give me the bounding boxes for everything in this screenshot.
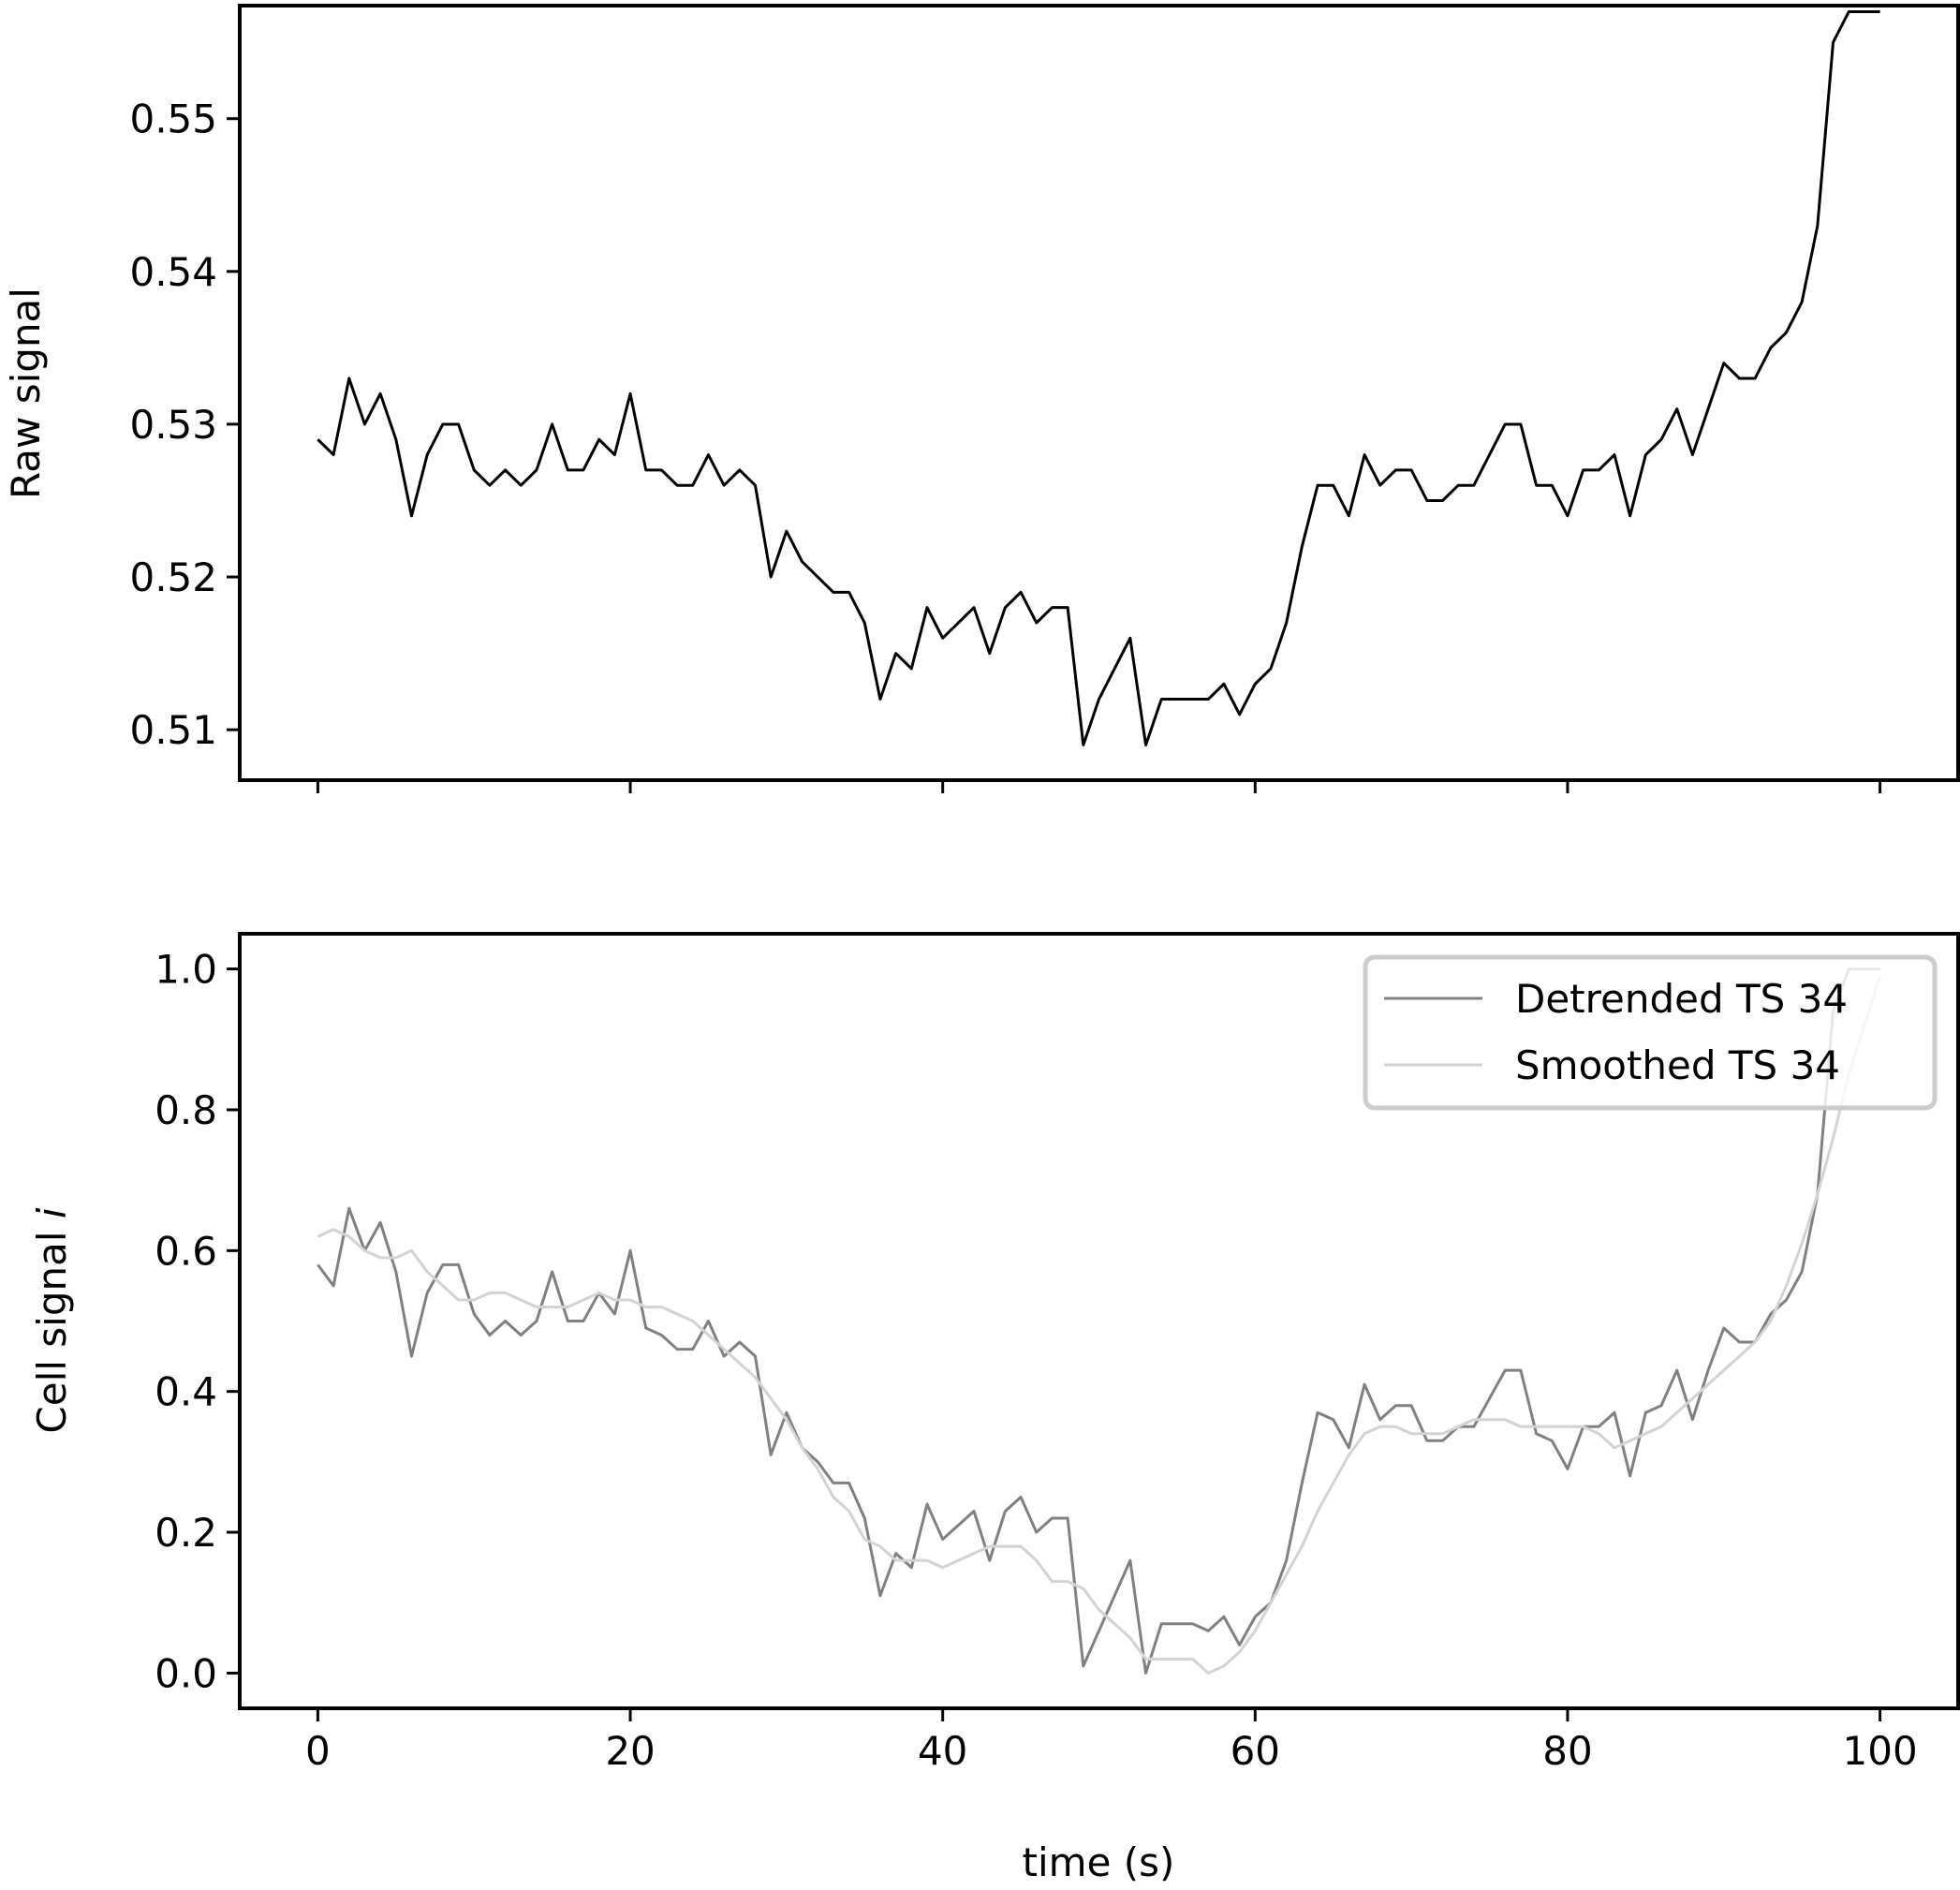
legend-label-detrended: Detrended TS 34 xyxy=(1515,976,1848,1022)
cell-signal-ytick-label: 0.4 xyxy=(155,1369,217,1415)
cell-signal-xtick-label: 0 xyxy=(305,1728,331,1774)
cell-signal-xlabel: time (s) xyxy=(1023,1839,1175,1885)
cell-signal-ytick-label: 0.2 xyxy=(155,1510,217,1556)
cell-signal-ytick-label: 0.8 xyxy=(155,1087,217,1133)
cell-signal-ytick-label: 1.0 xyxy=(155,947,217,993)
cell-signal-xtick-label: 100 xyxy=(1843,1728,1918,1774)
cell-signal-plot-area xyxy=(317,967,1882,1675)
legend-label-smoothed: Smoothed TS 34 xyxy=(1515,1042,1840,1088)
raw-signal-panel: 0.51 0.52 0.53 0.54 0.55 Raw signal xyxy=(3,4,1960,793)
raw-signal-ytick-label: 0.51 xyxy=(129,707,217,753)
cell-signal-ytick-label: 0.0 xyxy=(155,1650,217,1696)
cell-signal-axes-frame xyxy=(238,932,1960,1710)
cell-signal-series-line-smoothed xyxy=(317,975,1882,1675)
raw-signal-series-line-raw xyxy=(317,10,1880,746)
raw-signal-ytick-label: 0.55 xyxy=(129,96,217,142)
raw-signal-ytick-label: 0.54 xyxy=(129,249,217,295)
cell-signal-xtick-label: 40 xyxy=(918,1728,967,1774)
cell-signal-ylabel: Cell signal i xyxy=(29,1207,75,1433)
cell-signal-panel: 0 20 40 60 80 100 0.0 0.2 0.4 0.6 0.8 1.0 Cell sign… xyxy=(29,932,1960,1885)
raw-signal-ticks: 0.51 0.52 0.53 0.54 0.55 xyxy=(129,96,1882,793)
legend-box xyxy=(1363,954,1938,1111)
cell-signal-series-line-detrended xyxy=(317,967,1880,1675)
legend: Detrended TS 34 Smoothed TS 34 xyxy=(1363,954,1938,1111)
raw-signal-axes-frame xyxy=(238,4,1960,782)
cell-signal-ticks: 0 20 40 60 80 100 0.0 0.2 0.4 0.6 0.8 1.0 xyxy=(155,947,1917,1774)
raw-signal-plot-area xyxy=(317,10,1880,746)
cell-signal-xtick-label: 20 xyxy=(605,1728,655,1774)
cell-signal-xtick-label: 80 xyxy=(1542,1728,1592,1774)
raw-signal-ytick-label: 0.52 xyxy=(129,554,217,600)
raw-signal-ytick-label: 0.53 xyxy=(129,402,217,448)
cell-signal-xtick-label: 60 xyxy=(1231,1728,1280,1774)
raw-signal-ylabel: Raw signal xyxy=(3,288,49,499)
cell-signal-ytick-label: 0.6 xyxy=(155,1228,217,1274)
